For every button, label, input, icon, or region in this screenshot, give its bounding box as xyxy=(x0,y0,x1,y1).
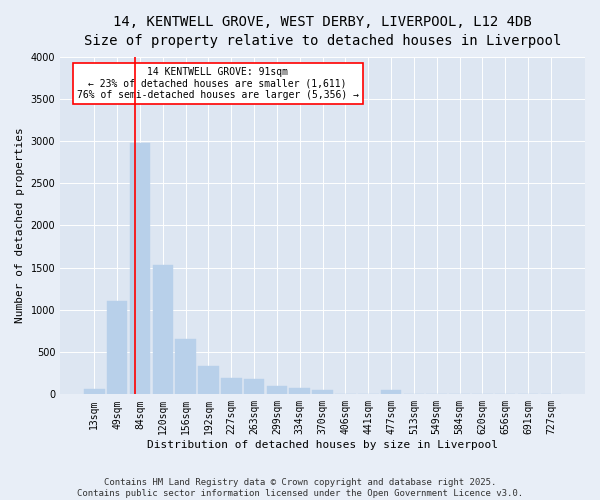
Bar xyxy=(244,378,265,394)
Bar xyxy=(130,142,150,394)
Title: 14, KENTWELL GROVE, WEST DERBY, LIVERPOOL, L12 4DB
Size of property relative to : 14, KENTWELL GROVE, WEST DERBY, LIVERPOO… xyxy=(84,15,561,48)
Text: Contains HM Land Registry data © Crown copyright and database right 2025.
Contai: Contains HM Land Registry data © Crown c… xyxy=(77,478,523,498)
Text: 14 KENTWELL GROVE: 91sqm
← 23% of detached houses are smaller (1,611)
76% of sem: 14 KENTWELL GROVE: 91sqm ← 23% of detach… xyxy=(77,66,359,100)
Bar xyxy=(175,340,196,394)
Bar xyxy=(198,366,219,394)
Bar xyxy=(313,390,333,394)
Bar xyxy=(152,265,173,394)
X-axis label: Distribution of detached houses by size in Liverpool: Distribution of detached houses by size … xyxy=(147,440,498,450)
Y-axis label: Number of detached properties: Number of detached properties xyxy=(15,128,25,324)
Bar xyxy=(84,390,104,394)
Bar xyxy=(221,378,242,394)
Bar xyxy=(107,302,127,394)
Bar xyxy=(266,386,287,394)
Bar xyxy=(289,388,310,394)
Bar xyxy=(381,390,401,394)
